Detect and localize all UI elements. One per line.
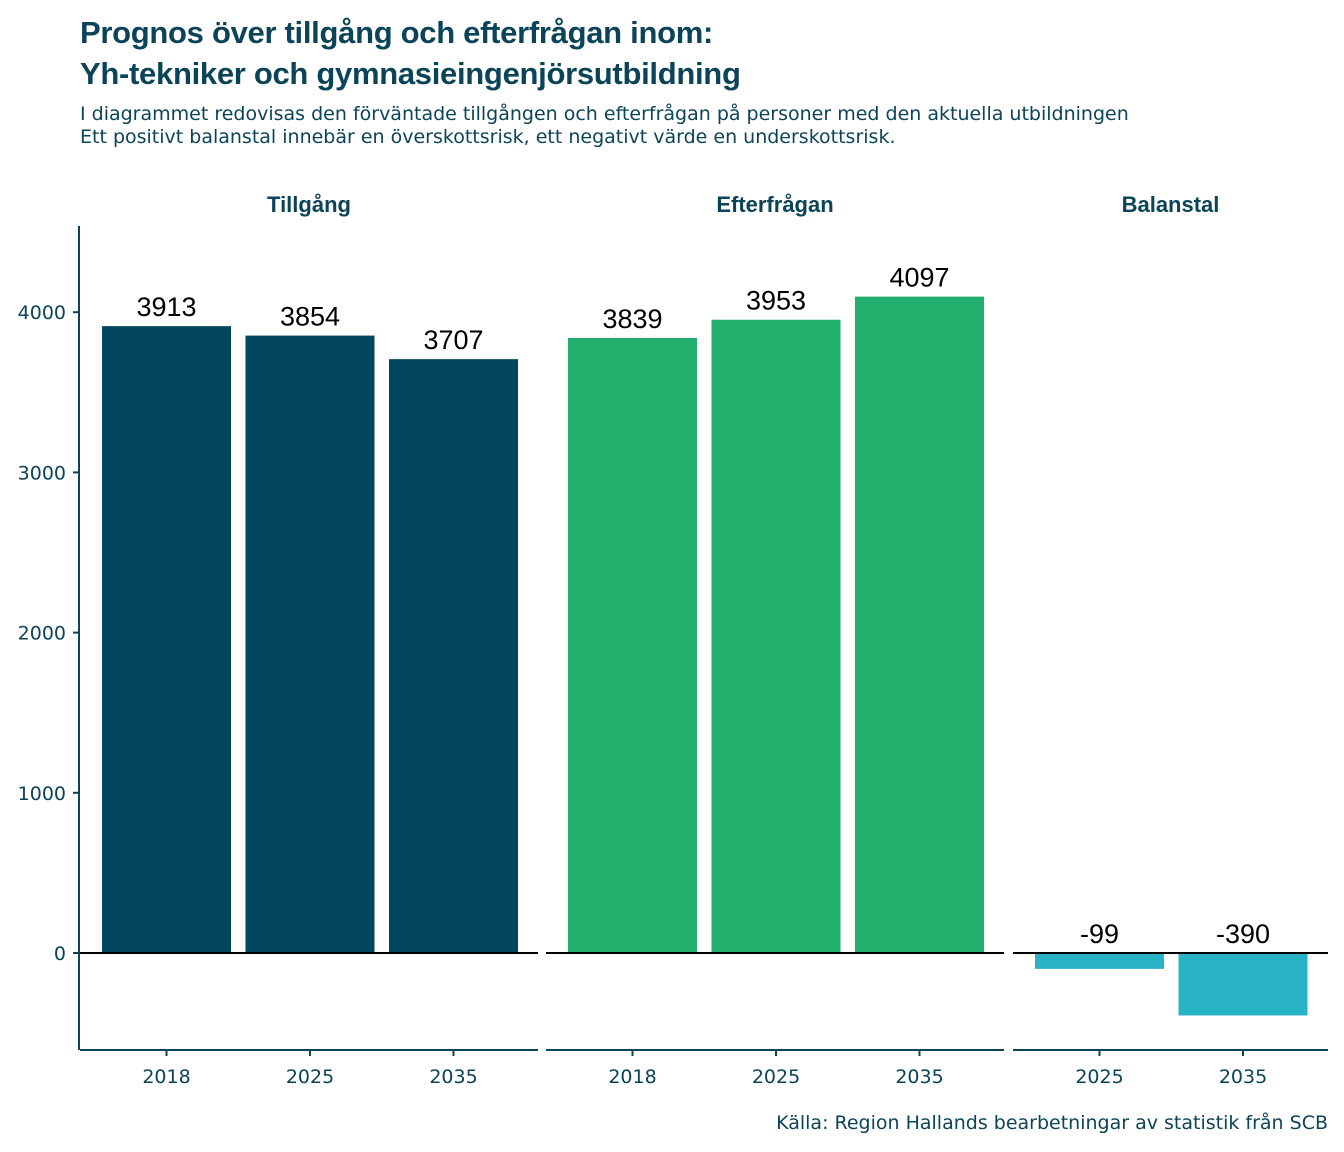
data-label: 3913: [136, 292, 196, 322]
y-tick-label: 2000: [18, 623, 66, 645]
data-label: -390: [1216, 919, 1270, 949]
y-tick-label: 3000: [18, 462, 66, 484]
chart-title-line-1: Prognos över tillgång och efterfrågan in…: [80, 15, 713, 50]
y-tick-label: 1000: [18, 783, 66, 805]
chart-title-line-2: Yh-tekniker och gymnasieingenjörsutbildn…: [80, 56, 741, 91]
x-tick-label: 2035: [429, 1066, 477, 1088]
bar: [711, 319, 841, 954]
chart-title: Prognos över tillgång och efterfrågan in…: [80, 12, 741, 94]
x-tick-label: 2035: [1219, 1066, 1267, 1088]
x-tick-label: 2035: [895, 1066, 943, 1088]
bar: [855, 296, 984, 953]
data-label: 3707: [423, 325, 483, 355]
chart-subtitle-line-2: Ett positivt balanstal innebär en översk…: [80, 126, 896, 148]
bar: [1035, 953, 1164, 969]
panel-title: Balanstal: [1122, 192, 1220, 217]
y-tick-label: 4000: [18, 302, 66, 324]
bar: [245, 335, 375, 953]
panel-title: Tillgång: [267, 192, 351, 217]
x-tick-label: 2025: [286, 1066, 334, 1088]
data-label: 3953: [746, 286, 806, 316]
data-label: 4097: [889, 263, 949, 293]
x-tick-label: 2018: [142, 1066, 190, 1088]
chart-subtitle-line-1: I diagrammet redovisas den förväntade ti…: [80, 103, 1129, 125]
data-label: 3839: [602, 304, 662, 334]
data-label: -99: [1080, 919, 1119, 949]
y-tick-label: 0: [54, 943, 66, 965]
x-tick-label: 2025: [1075, 1066, 1123, 1088]
source-caption: Källa: Region Hallands bearbetningar av …: [776, 1112, 1328, 1134]
bar: [102, 326, 231, 953]
x-tick-label: 2025: [752, 1066, 800, 1088]
bar: [389, 359, 518, 953]
data-label: 3854: [280, 302, 340, 332]
chart-subtitle: I diagrammet redovisas den förväntade ti…: [80, 103, 1129, 149]
x-tick-label: 2018: [608, 1066, 656, 1088]
bar: [568, 337, 697, 953]
panel-title: Efterfrågan: [716, 192, 833, 217]
bar: [1178, 953, 1308, 1016]
